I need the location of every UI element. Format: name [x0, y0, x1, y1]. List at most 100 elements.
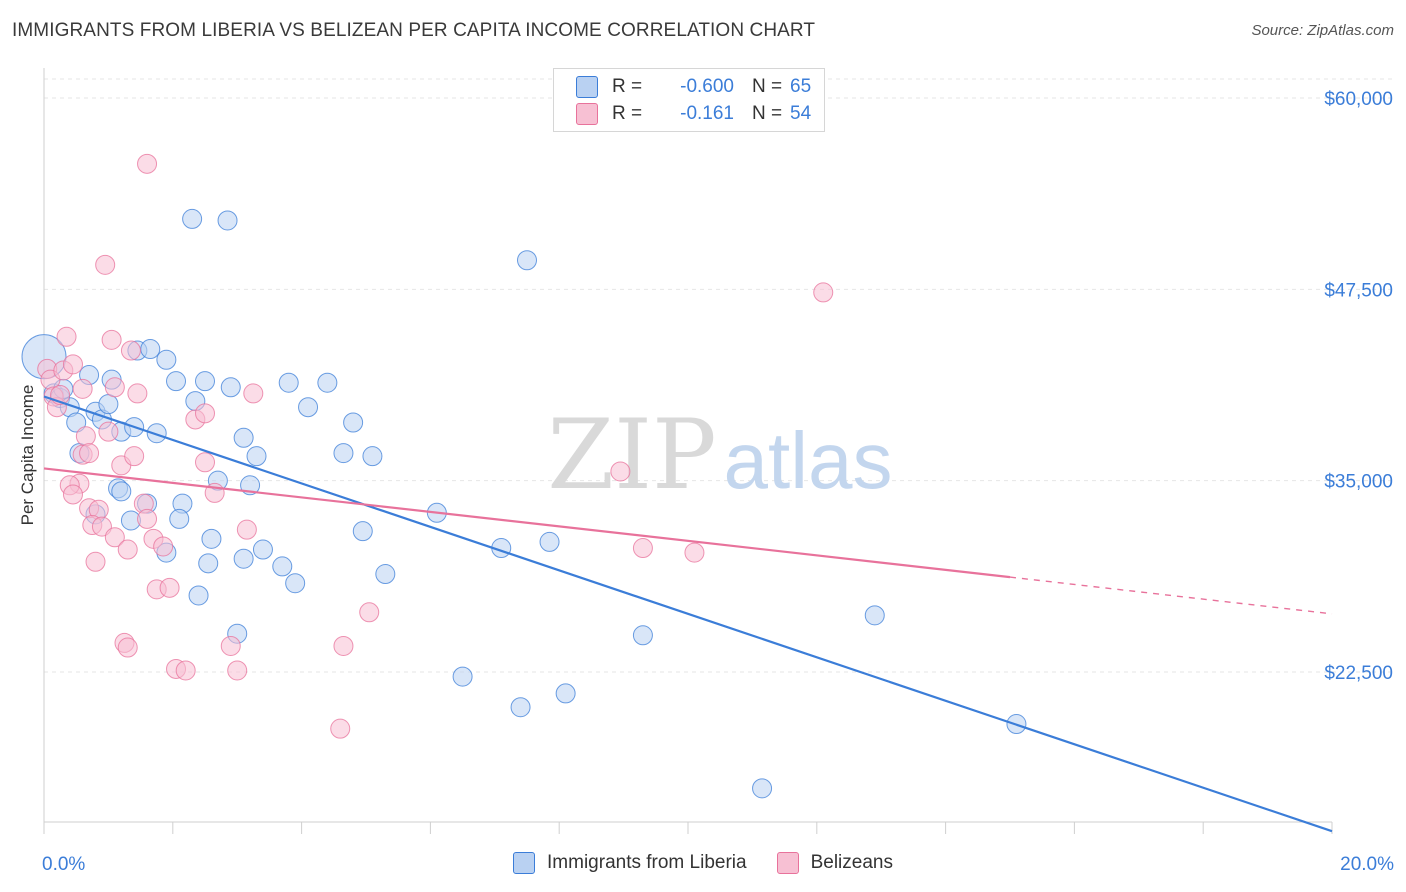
watermark: ZIP atlas	[547, 399, 892, 511]
belizean-point	[333, 635, 354, 656]
liberia-point	[375, 564, 396, 585]
liberia-point	[111, 481, 132, 502]
legend-item-liberia[interactable]: Immigrants from Liberia	[513, 852, 747, 874]
liberia-point	[752, 778, 773, 799]
belizean-point	[243, 383, 264, 404]
liberia-point	[555, 683, 576, 704]
liberia-point	[362, 446, 383, 467]
legend-label-liberia: Immigrants from Liberia	[547, 852, 747, 873]
belizean-point	[813, 282, 834, 303]
liberia-point	[272, 556, 293, 577]
legend-n-value: 65	[790, 76, 812, 97]
series-belizean-points	[37, 153, 834, 739]
liberia-point	[201, 528, 222, 549]
liberia-point	[188, 585, 209, 606]
tick-labels: $22,500 $35,000 $47,500 $60,000 0.0% 20.0%	[42, 89, 1394, 875]
y-tick-label: $47,500	[1324, 280, 1393, 301]
liberia-point	[510, 697, 531, 718]
y-tick-label: $22,500	[1324, 663, 1393, 684]
belizean-trend-extension	[1009, 576, 1333, 615]
belizean-point	[236, 519, 257, 540]
belizean-point	[175, 660, 196, 681]
liberia-point	[98, 394, 119, 415]
legend-label-belizean: Belizeans	[810, 852, 893, 873]
legend-swatch-pink	[576, 103, 598, 125]
belizean-point	[632, 538, 653, 559]
liberia-point	[233, 548, 254, 569]
belizean-point	[104, 377, 125, 398]
grid-lines	[44, 78, 1392, 673]
belizean-point	[330, 718, 351, 739]
x-tick-label: 0.0%	[42, 854, 85, 875]
belizean-point	[85, 551, 106, 572]
belizean-point	[75, 426, 96, 447]
belizean-point	[62, 354, 83, 375]
belizean-point	[124, 446, 145, 467]
belizean-point	[117, 539, 138, 560]
legend-r-label: R =	[612, 76, 643, 97]
legend-n-label: N =	[752, 103, 783, 124]
liberia-point	[66, 412, 87, 433]
y-tick-label: $35,000	[1324, 472, 1393, 493]
liberia-point	[233, 427, 254, 448]
liberia-point	[285, 573, 306, 594]
liberia-point	[169, 508, 190, 529]
liberia-point	[278, 372, 299, 393]
y-tick-label: $60,000	[1324, 89, 1393, 110]
belizean-point	[159, 577, 180, 598]
liberia-point	[517, 250, 537, 271]
legend-r-label: R =	[612, 103, 643, 124]
belizean-point	[220, 635, 241, 656]
source-label: Source: ZipAtlas.com	[1251, 22, 1394, 39]
liberia-point	[246, 446, 267, 467]
belizean-point	[72, 378, 93, 399]
legend-n-label: N =	[752, 76, 783, 97]
liberia-point	[864, 605, 885, 626]
series-legend: Immigrants from Liberia Belizeans	[0, 852, 1406, 874]
belizean-point	[98, 421, 119, 442]
belizean-point	[137, 508, 158, 529]
belizean-trend-line	[43, 467, 1011, 579]
belizean-point	[56, 326, 77, 347]
liberia-point	[182, 208, 203, 229]
correlation-legend: R = -0.600 N = 65 R = -0.161 N = 54	[553, 68, 825, 132]
watermark-atlas: atlas	[724, 416, 893, 505]
liberia-point	[632, 625, 653, 646]
legend-swatch-blue	[513, 852, 536, 874]
belizean-point	[359, 602, 380, 623]
legend-swatch-blue	[576, 76, 598, 98]
liberia-point	[317, 372, 338, 393]
belizean-point	[137, 153, 158, 174]
legend-row-liberia: R = -0.600 N = 65	[576, 75, 811, 99]
x-tick-label: 20.0%	[1340, 854, 1394, 875]
legend-r-value: -0.161	[680, 103, 734, 124]
legend-swatch-pink	[776, 852, 799, 874]
liberia-point	[539, 531, 560, 552]
y-axis-title: Per Capita Income	[18, 384, 37, 526]
liberia-point	[140, 339, 161, 360]
legend-n-value: 54	[790, 103, 812, 124]
belizean-point	[101, 329, 122, 350]
belizean-point	[104, 527, 125, 548]
liberia-point	[166, 371, 187, 392]
liberia-trend-line	[43, 395, 1333, 833]
liberia-point	[198, 553, 219, 574]
liberia-point	[343, 412, 364, 433]
liberia-point	[195, 371, 215, 392]
belizean-point	[62, 484, 83, 505]
watermark-zip: ZIP	[547, 399, 716, 511]
liberia-point	[352, 521, 373, 542]
belizean-point	[684, 542, 705, 563]
liberia-point	[452, 666, 473, 687]
belizean-point	[117, 637, 138, 658]
liberia-point	[156, 349, 177, 370]
belizean-point	[95, 254, 116, 275]
belizean-point	[610, 461, 631, 482]
liberia-point	[298, 397, 319, 418]
belizean-point	[91, 516, 112, 537]
belizean-point	[195, 452, 215, 473]
legend-item-belizean[interactable]: Belizeans	[776, 852, 893, 874]
belizean-point	[195, 403, 215, 424]
liberia-point	[217, 210, 238, 231]
